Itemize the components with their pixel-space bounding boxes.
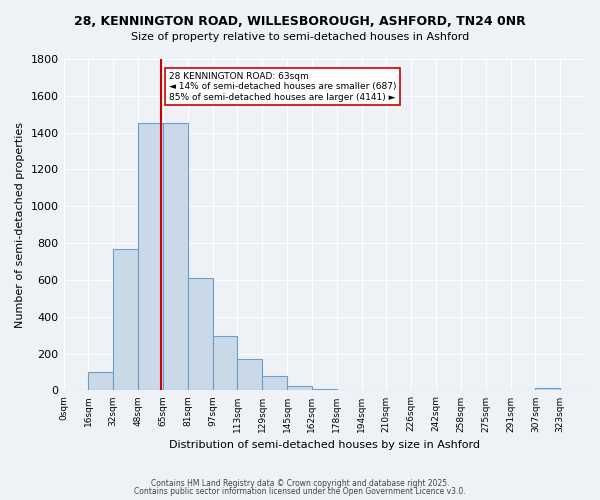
Text: Contains HM Land Registry data © Crown copyright and database right 2025.: Contains HM Land Registry data © Crown c… — [151, 478, 449, 488]
Bar — [312, 388, 337, 390]
Bar — [238, 359, 262, 390]
Bar — [138, 124, 163, 390]
X-axis label: Distribution of semi-detached houses by size in Ashford: Distribution of semi-detached houses by … — [169, 440, 480, 450]
Bar — [88, 372, 113, 390]
Bar — [535, 388, 560, 390]
Bar — [188, 278, 212, 390]
Text: 28, KENNINGTON ROAD, WILLESBOROUGH, ASHFORD, TN24 0NR: 28, KENNINGTON ROAD, WILLESBOROUGH, ASHF… — [74, 15, 526, 28]
Bar — [113, 248, 138, 390]
Text: 28 KENNINGTON ROAD: 63sqm
◄ 14% of semi-detached houses are smaller (687)
85% of: 28 KENNINGTON ROAD: 63sqm ◄ 14% of semi-… — [169, 72, 397, 102]
Bar — [287, 386, 312, 390]
Text: Size of property relative to semi-detached houses in Ashford: Size of property relative to semi-detach… — [131, 32, 469, 42]
Bar — [262, 376, 287, 390]
Bar — [163, 124, 188, 390]
Text: Contains public sector information licensed under the Open Government Licence v3: Contains public sector information licen… — [134, 488, 466, 496]
Bar — [212, 336, 238, 390]
Y-axis label: Number of semi-detached properties: Number of semi-detached properties — [15, 122, 25, 328]
